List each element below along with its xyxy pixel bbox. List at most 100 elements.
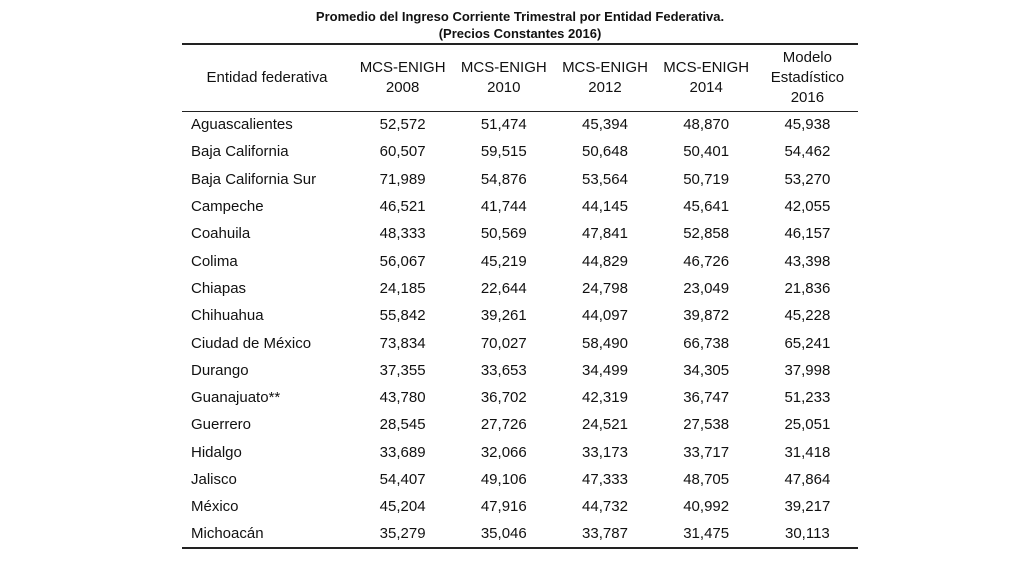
header-line: MCS-ENIGH [460,58,547,76]
income-table: Entidad federativa MCS-ENIGH 2008 MCS-ENIGH… [182,43,858,549]
value-cell: 23,049 [683,279,730,297]
value-cell: 39,217 [784,498,831,516]
value-cell: 47,333 [582,471,628,488]
table-body: Aguascalientes 52,572 51,474 45,394 48,870 45… [182,111,858,549]
value-cell: 33,173 [582,443,628,461]
value-cell: 59,515 [480,143,527,161]
value-cell: 35,279 [352,520,454,549]
value-cell: 54,407 [379,471,426,488]
value-cell: 27,538 [683,416,730,434]
table-row: Guerrero 28,545 27,726 24,521 27,538 25,051 [182,411,858,438]
header-line: Estadístico [770,68,845,86]
state-name-cell: Michoacán [182,520,353,549]
value-cell: 45,394 [582,116,628,134]
value-cell: 34,305 [683,361,730,379]
header-line: MCS-ENIGH [359,58,446,76]
header-line: 2016 [790,88,825,106]
value-cell: 44,732 [582,498,628,516]
table-row: Durango 37,355 33,653 34,499 34,305 37,998 [182,357,858,384]
table-row: Baja California Sur 71,989 54,876 53,564 50,… [182,166,858,193]
value-cell: 49,106 [480,471,527,488]
state-name-cell: Hidalgo [191,443,242,461]
value-cell: 37,355 [379,361,426,379]
value-cell: 25,051 [784,416,831,434]
value-cell: 24,521 [582,416,628,434]
value-cell: 46,157 [784,225,831,243]
state-name-cell: Baja California [191,143,289,161]
header-line: 2008 [385,78,420,96]
table-row: Michoacán 35,279 35,046 33,787 31,475 30,113 [182,520,858,549]
value-cell: 45,219 [480,252,527,270]
value-cell: 50,719 [683,170,730,188]
table-row: Coahuila 48,333 50,569 47,841 52,858 46,157 [182,220,858,247]
state-name-cell: Campeche [191,198,264,216]
state-name-cell: Durango [191,361,249,379]
header-2010: MCS-ENIGH 2010 [453,43,555,112]
value-cell: 24,798 [582,279,628,297]
value-cell: 60,507 [379,143,426,161]
state-name-cell: Aguascalientes [191,116,293,134]
value-cell: 66,738 [683,334,730,352]
value-cell: 41,744 [480,198,527,216]
table-row: Chiapas 24,185 22,644 24,798 23,049 21,836 [182,275,858,302]
value-cell: 32,066 [480,443,527,461]
value-cell: 50,401 [683,143,730,161]
header-2012: MCS-ENIGH 2012 [554,43,656,112]
value-cell: 48,333 [379,225,426,243]
header-line: 2014 [689,78,723,96]
value-cell: 55,842 [379,307,426,325]
state-name-cell: México [191,498,239,516]
value-cell: 51,233 [784,389,831,407]
header-2014: MCS-ENIGH 2014 [655,43,757,112]
value-cell: 44,097 [582,307,628,325]
value-cell: 34,499 [582,361,628,379]
value-cell: 28,545 [379,416,426,434]
table-row: Colima 56,067 45,219 44,829 46,726 43,398 [182,247,858,274]
value-cell: 39,872 [683,307,730,325]
value-cell: 45,641 [683,198,730,216]
table-row: Guanajuato** 43,780 36,702 42,319 36,747 51,2… [182,384,858,411]
value-cell: 46,521 [379,198,426,216]
value-cell: 54,462 [784,143,831,161]
value-cell: 36,702 [480,389,527,407]
state-name-cell: Ciudad de México [191,334,312,352]
value-cell: 71,989 [379,170,426,188]
state-name-cell: Coahuila [191,225,251,243]
value-cell: 21,836 [784,279,831,297]
value-cell: 35,046 [453,520,555,549]
value-cell: 42,319 [582,389,628,407]
table-row: Ciudad de México 73,834 70,027 58,490 66,738… [182,329,858,356]
value-cell: 70,027 [480,334,527,352]
value-cell: 44,145 [582,198,628,216]
value-cell: 31,418 [784,443,831,461]
header-2008: MCS-ENIGH 2008 [352,43,454,112]
value-cell: 24,185 [379,279,426,297]
value-cell: 42,055 [784,198,831,216]
header-entidad: Entidad federativa [182,43,353,112]
value-cell: 65,241 [784,334,831,352]
value-cell: 43,780 [379,389,426,407]
value-cell: 22,644 [480,279,527,297]
table-row: Aguascalientes 52,572 51,474 45,394 48,870 45… [182,111,858,138]
value-cell: 31,475 [655,520,757,549]
state-name-cell: Baja California Sur [191,170,317,188]
header-modelo-2016: Modelo Estadístico 2016 [756,43,858,112]
value-cell: 47,864 [784,471,831,488]
value-cell: 53,270 [784,170,831,188]
value-cell: 30,113 [756,520,858,549]
header-row: Entidad federativa MCS-ENIGH 2008 MCS-ENIGH… [182,43,858,112]
value-cell: 52,858 [683,225,730,243]
state-name-cell: Guerrero [191,416,252,434]
value-cell: 33,787 [554,520,656,549]
value-cell: 52,572 [379,116,426,134]
value-cell: 44,829 [582,252,628,270]
value-cell: 48,705 [683,471,730,488]
header-line: MCS-ENIGH [562,58,648,76]
value-cell: 27,726 [480,416,527,434]
value-cell: 45,204 [379,498,426,516]
value-cell: 51,474 [480,116,527,134]
state-name-cell: Guanajuato** [191,389,281,407]
header-line: Entidad federativa [206,68,328,86]
state-name-cell: Chihuahua [191,307,264,325]
table-row: Jalisco 54,407 49,106 47,333 48,705 47,864 [182,466,858,493]
